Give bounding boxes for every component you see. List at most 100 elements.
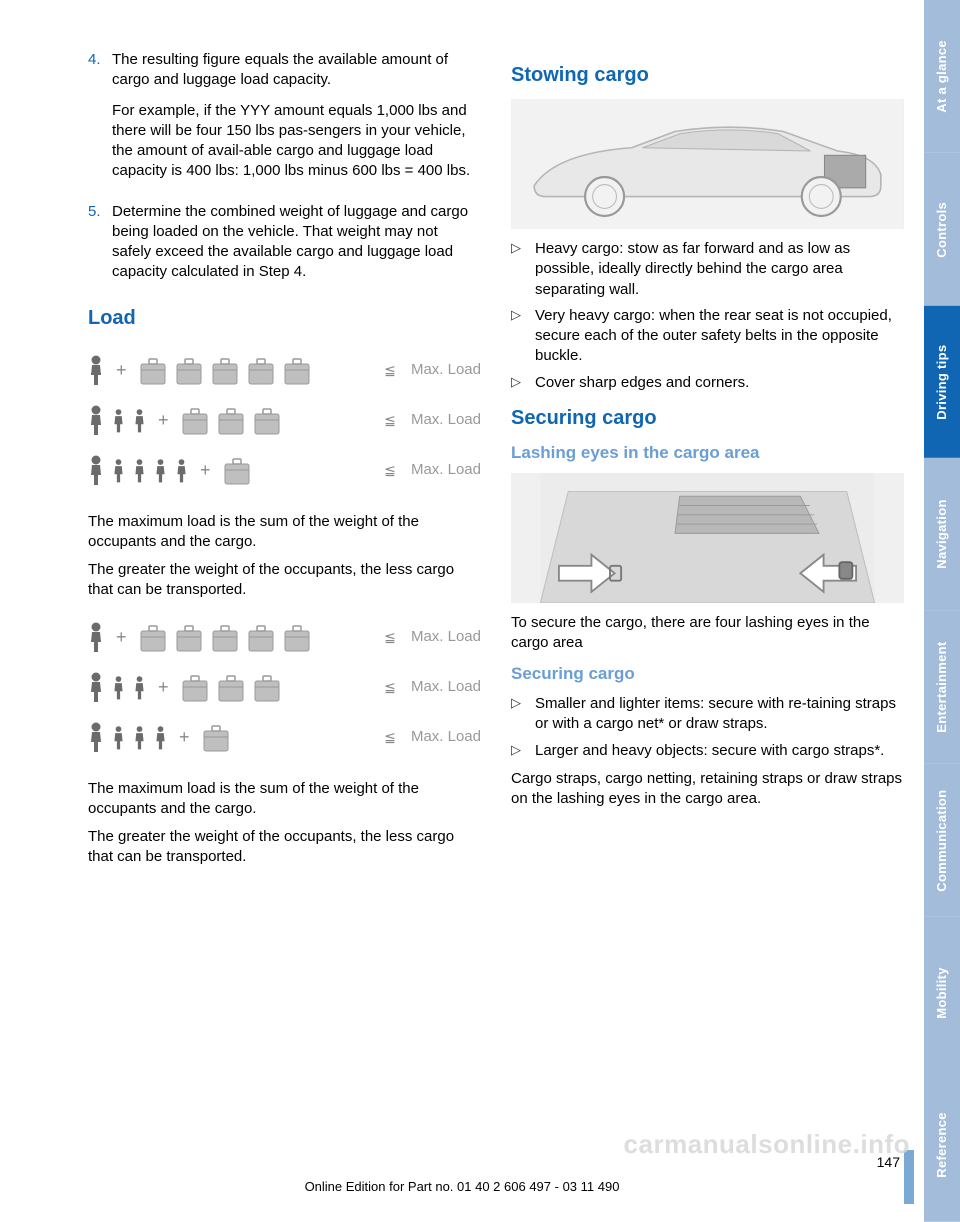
plus-icon: + — [116, 358, 127, 382]
luggage-icon — [175, 356, 203, 386]
para: For example, if the YYY amount equals 1,… — [112, 101, 481, 182]
plus-icon: + — [158, 408, 169, 432]
luggage-icon — [217, 406, 245, 436]
person-icon — [88, 455, 104, 487]
luggage-icon — [283, 356, 311, 386]
bullet-item: ▷ Very heavy cargo: when the rear seat i… — [511, 306, 904, 367]
max-load-label: Max. Load — [411, 360, 481, 380]
bullet-marker-icon: ▷ — [511, 373, 535, 393]
para: Cargo straps, cargo netting, retaining s… — [511, 769, 904, 810]
lte-icon: ≦ — [383, 628, 397, 647]
bullet-item: ▷ Heavy cargo: stow as far forward and a… — [511, 239, 904, 300]
lte-icon: ≦ — [383, 461, 397, 480]
plus-icon: + — [200, 458, 211, 482]
person-icon — [112, 725, 125, 751]
sidebar-tab-driving-tips[interactable]: Driving tips — [924, 306, 960, 459]
list-item-4: 4. The resulting figure equals the avail… — [88, 50, 481, 192]
person-icon — [175, 458, 188, 484]
luggage-icon — [175, 623, 203, 653]
para: The maximum load is the sum of the weigh… — [88, 512, 481, 553]
person-icon — [133, 675, 146, 701]
bullet-list-stowing: ▷ Heavy cargo: stow as far forward and a… — [511, 239, 904, 393]
load-row: + ≦Max. Load — [88, 613, 481, 663]
person-icon — [88, 355, 104, 387]
bullet-text: Cover sharp edges and corners. — [535, 373, 904, 393]
lte-icon: ≦ — [383, 411, 397, 430]
sidebar-tab-at-a-glance[interactable]: At a glance — [924, 0, 960, 153]
sidebar-tab-navigation[interactable]: Navigation — [924, 458, 960, 611]
bullet-marker-icon: ▷ — [511, 741, 535, 761]
luggage-icon — [139, 623, 167, 653]
bullet-text: Very heavy cargo: when the rear seat is … — [535, 306, 904, 367]
person-icon — [112, 458, 125, 484]
list-number: 4. — [88, 50, 112, 192]
person-icon — [154, 458, 167, 484]
trunk-illustration — [511, 473, 904, 603]
max-load-label: Max. Load — [411, 460, 481, 480]
list-body: Determine the combined weight of luggage… — [112, 202, 481, 293]
bullet-marker-icon: ▷ — [511, 694, 535, 735]
luggage-icon — [247, 623, 275, 653]
sidebar-tab-reference[interactable]: Reference — [924, 1069, 960, 1222]
load-row: + ≦ Max. Load — [88, 346, 481, 396]
sidebar-tab-controls[interactable]: Controls — [924, 153, 960, 306]
person-icon — [133, 725, 146, 751]
left-column: 4. The resulting figure equals the avail… — [88, 50, 481, 1172]
luggage-icon — [253, 673, 281, 703]
load-row: + ≦ Max. Load — [88, 446, 481, 496]
luggage-icon — [211, 623, 239, 653]
bullet-text: Larger and heavy objects: secure with ca… — [535, 741, 904, 761]
subheading-lashing: Lashing eyes in the cargo area — [511, 442, 904, 465]
plus-icon: + — [179, 725, 190, 749]
luggage-icon — [211, 356, 239, 386]
max-load-label: Max. Load — [411, 627, 481, 647]
bullet-marker-icon: ▷ — [511, 239, 535, 300]
person-icon — [112, 408, 125, 434]
list-body: The resulting figure equals the availabl… — [112, 50, 481, 192]
bullet-text: Heavy cargo: stow as far forward and as … — [535, 239, 904, 300]
luggage-icon — [283, 623, 311, 653]
bullet-marker-icon: ▷ — [511, 306, 535, 367]
person-icon — [112, 675, 125, 701]
bullet-list-securing: ▷ Smaller and lighter items: secure with… — [511, 694, 904, 761]
load-row: + ≦Max. Load — [88, 663, 481, 713]
list-item-5: 5. Determine the combined weight of lugg… — [88, 202, 481, 293]
luggage-icon — [202, 723, 230, 753]
person-icon — [88, 622, 104, 654]
lte-icon: ≦ — [383, 728, 397, 747]
bullet-item: ▷ Cover sharp edges and corners. — [511, 373, 904, 393]
load-diagram-1: + ≦Max. Load + ≦Max. — [88, 342, 481, 504]
para: Determine the combined weight of luggage… — [112, 202, 481, 283]
list-number: 5. — [88, 202, 112, 293]
luggage-icon — [181, 406, 209, 436]
para: The greater the weight of the occupants,… — [88, 827, 481, 868]
sidebar-tabs: At a glanceControlsDriving tipsNavigatio… — [924, 0, 960, 1222]
sidebar-tab-communication[interactable]: Communication — [924, 764, 960, 917]
person-icon — [88, 722, 104, 754]
load-row: + ≦ Max. Load — [88, 396, 481, 446]
max-load-label: Max. Load — [411, 677, 481, 697]
sidebar-tab-mobility[interactable]: Mobility — [924, 917, 960, 1070]
load-diagram-2: + ≦Max. Load + ≦Max. — [88, 609, 481, 771]
luggage-icon — [247, 356, 275, 386]
max-load-label: Max. Load — [411, 410, 481, 430]
heading-stowing: Stowing cargo — [511, 62, 904, 89]
heading-load: Load — [88, 305, 481, 332]
bullet-item: ▷ Smaller and lighter items: secure with… — [511, 694, 904, 735]
sidebar-tab-entertainment[interactable]: Entertainment — [924, 611, 960, 764]
luggage-icon — [223, 456, 251, 486]
lte-icon: ≦ — [383, 361, 397, 380]
para: The maximum load is the sum of the weigh… — [88, 779, 481, 820]
luggage-icon — [217, 673, 245, 703]
plus-icon: + — [158, 675, 169, 699]
person-icon — [88, 672, 104, 704]
footer-text: Online Edition for Part no. 01 40 2 606 … — [0, 1178, 924, 1196]
right-column: Stowing cargo ▷ Heavy cargo: stow — [511, 50, 904, 1172]
luggage-icon — [253, 406, 281, 436]
heading-securing: Securing cargo — [511, 405, 904, 432]
max-load-label: Max. Load — [411, 727, 481, 747]
person-icon — [88, 405, 104, 437]
para: To secure the cargo, there are four lash… — [511, 613, 904, 654]
para: The resulting figure equals the availabl… — [112, 50, 481, 91]
subheading-securing2: Securing cargo — [511, 663, 904, 686]
